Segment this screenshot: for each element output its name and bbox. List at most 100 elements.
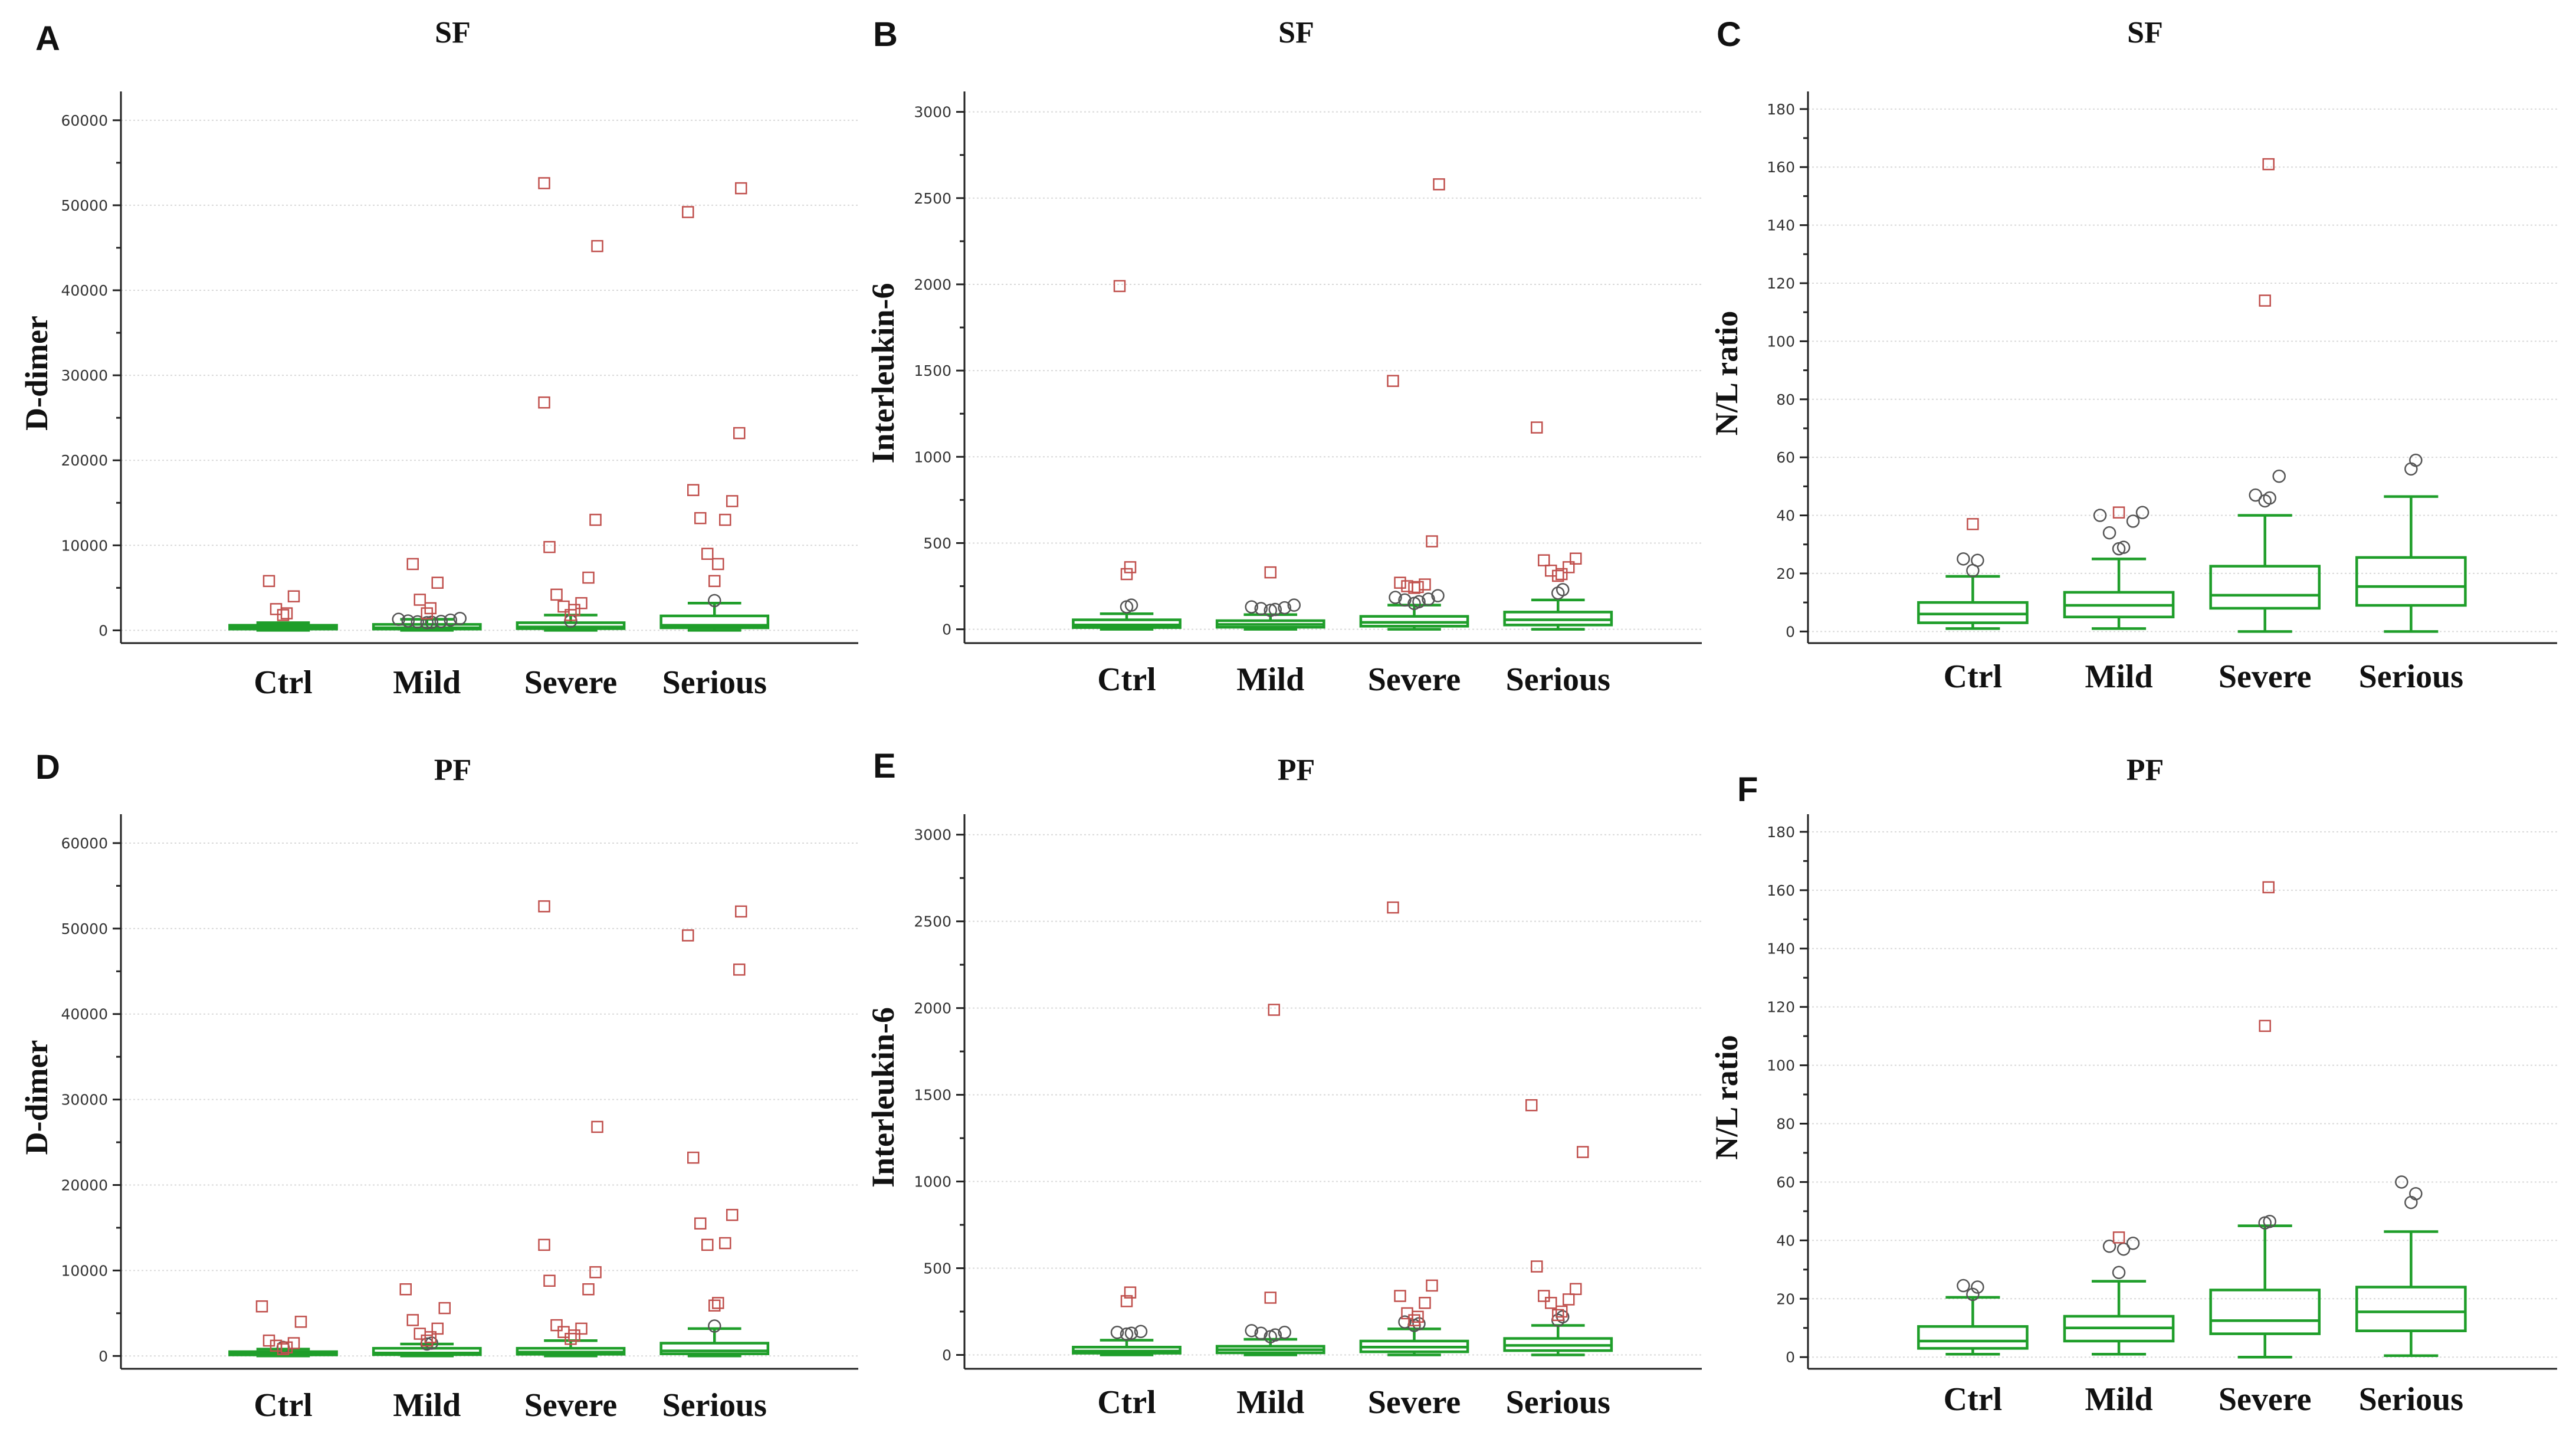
outlier-square <box>735 182 747 195</box>
outlier-square <box>694 512 707 525</box>
x-tick-label: Ctrl <box>254 1387 313 1424</box>
outlier-circle <box>1971 1280 1984 1294</box>
outlier-circle <box>2126 1237 2140 1250</box>
box-body <box>2355 556 2467 607</box>
y-tick-label: 20000 <box>61 1177 108 1194</box>
box-ctrl <box>1917 518 2029 630</box>
y-tick-label: 20 <box>1776 565 1795 582</box>
outlier-square <box>701 1238 714 1251</box>
outlier-square <box>262 1334 275 1347</box>
y-axis-label: N/L ratio <box>1709 311 1744 436</box>
y-tick-label: 500 <box>923 1260 951 1277</box>
outlier-square <box>424 602 437 615</box>
outlier-circle <box>1245 600 1258 614</box>
outlier-square <box>1387 375 1399 387</box>
outlier-circle <box>2116 540 2131 554</box>
box-mild <box>2063 506 2175 630</box>
outlier-square <box>1577 1146 1589 1158</box>
outlier-square <box>1113 280 1126 293</box>
outlier-square <box>1264 1292 1276 1304</box>
y-tick-label: 80 <box>1776 391 1795 408</box>
outlier-square <box>1426 535 1438 548</box>
box-body <box>659 1342 770 1355</box>
outlier-square <box>287 1337 300 1349</box>
y-tick-label: 40000 <box>61 1006 108 1023</box>
outlier-circle <box>1431 589 1445 602</box>
outlier-circle <box>1120 1327 1134 1341</box>
outlier-circle <box>2093 509 2107 522</box>
outlier-circle <box>1287 598 1301 612</box>
outlier-circle <box>1412 595 1426 609</box>
outlier-circle <box>1422 592 1435 606</box>
box-mild <box>2063 1231 2175 1356</box>
outlier-square <box>421 1334 433 1347</box>
panel-b: B SF Interleukin-6 0 500 1000 1500 2000 2500 3000… <box>865 15 1702 698</box>
box-ctrl <box>228 575 338 632</box>
outlier-square <box>682 206 694 218</box>
outlier-circle <box>453 611 467 625</box>
panel-d: D PF D-dimer 0 10000 20000 30000 40000 50000 6000… <box>19 748 858 1424</box>
box-body <box>2355 1286 2467 1332</box>
outlier-square <box>262 575 275 588</box>
x-tick-label: Mild <box>1236 1384 1304 1421</box>
outlier-circle <box>392 612 405 626</box>
outlier-square <box>694 1217 707 1230</box>
outlier-square <box>1426 1279 1438 1292</box>
y-tick-label: 0 <box>1786 623 1795 640</box>
box-severe <box>2209 881 2321 1359</box>
box-severe <box>516 900 626 1358</box>
box-severe <box>2209 158 2321 633</box>
outlier-circle <box>1389 591 1402 604</box>
outlier-square <box>538 900 550 913</box>
y-tick-label: 100 <box>1767 333 1795 350</box>
panel-title: PF <box>2127 753 2164 787</box>
outlier-circle <box>2135 506 2150 519</box>
y-tick-label: 3000 <box>914 104 951 121</box>
outlier-square <box>719 513 731 526</box>
outlier-square <box>1401 1307 1413 1320</box>
outlier-square <box>543 1274 556 1287</box>
box-serious <box>2355 453 2467 633</box>
outlier-square <box>719 1237 731 1250</box>
x-tick-label: Severe <box>2219 1381 2312 1418</box>
outlier-square <box>1570 1283 1582 1296</box>
y-tick-label: 180 <box>1767 824 1795 841</box>
y-tick-label: 140 <box>1767 940 1795 958</box>
y-tick-label: 120 <box>1767 275 1795 292</box>
outlier-square <box>701 548 714 560</box>
y-axis-label: Interleukin-6 <box>865 1007 901 1188</box>
outlier-circle <box>1966 1287 1980 1302</box>
outlier-square <box>712 1297 724 1309</box>
x-tick-label: Severe <box>524 1387 618 1424</box>
y-tick-label: 10000 <box>61 537 108 554</box>
box-ctrl <box>1072 1286 1182 1356</box>
y-tick-label: 40 <box>1776 507 1795 525</box>
outlier-square <box>2262 158 2275 171</box>
outlier-circle <box>1110 1326 1124 1339</box>
outlier-circle <box>2263 491 2276 505</box>
outlier-circle <box>708 594 721 608</box>
outlier-square <box>2112 1231 2125 1244</box>
y-tick-label: 2000 <box>914 276 951 293</box>
outlier-circle <box>1124 1326 1138 1340</box>
x-tick-label: Serious <box>2359 1381 2463 1418</box>
y-tick-label: 60000 <box>61 112 108 129</box>
outlier-circle <box>2249 488 2262 502</box>
outlier-square <box>591 240 603 253</box>
outlier-square <box>735 905 747 918</box>
y-tick-label: 60000 <box>61 835 108 852</box>
y-tick-label: 160 <box>1767 159 1795 176</box>
outlier-square <box>726 1208 739 1221</box>
box-ctrl <box>1072 280 1182 631</box>
box-mild <box>1215 566 1325 631</box>
box-body <box>2209 565 2321 610</box>
box-mild <box>372 558 482 632</box>
outlier-circle <box>2409 453 2423 467</box>
outlier-circle <box>1278 601 1291 615</box>
outlier-square <box>287 590 300 602</box>
y-tick-label: 100 <box>1767 1057 1795 1074</box>
outlier-square <box>557 600 570 613</box>
y-tick-label: 2500 <box>914 913 951 930</box>
outlier-circle <box>2126 514 2140 528</box>
outlier-square <box>1120 1295 1133 1307</box>
